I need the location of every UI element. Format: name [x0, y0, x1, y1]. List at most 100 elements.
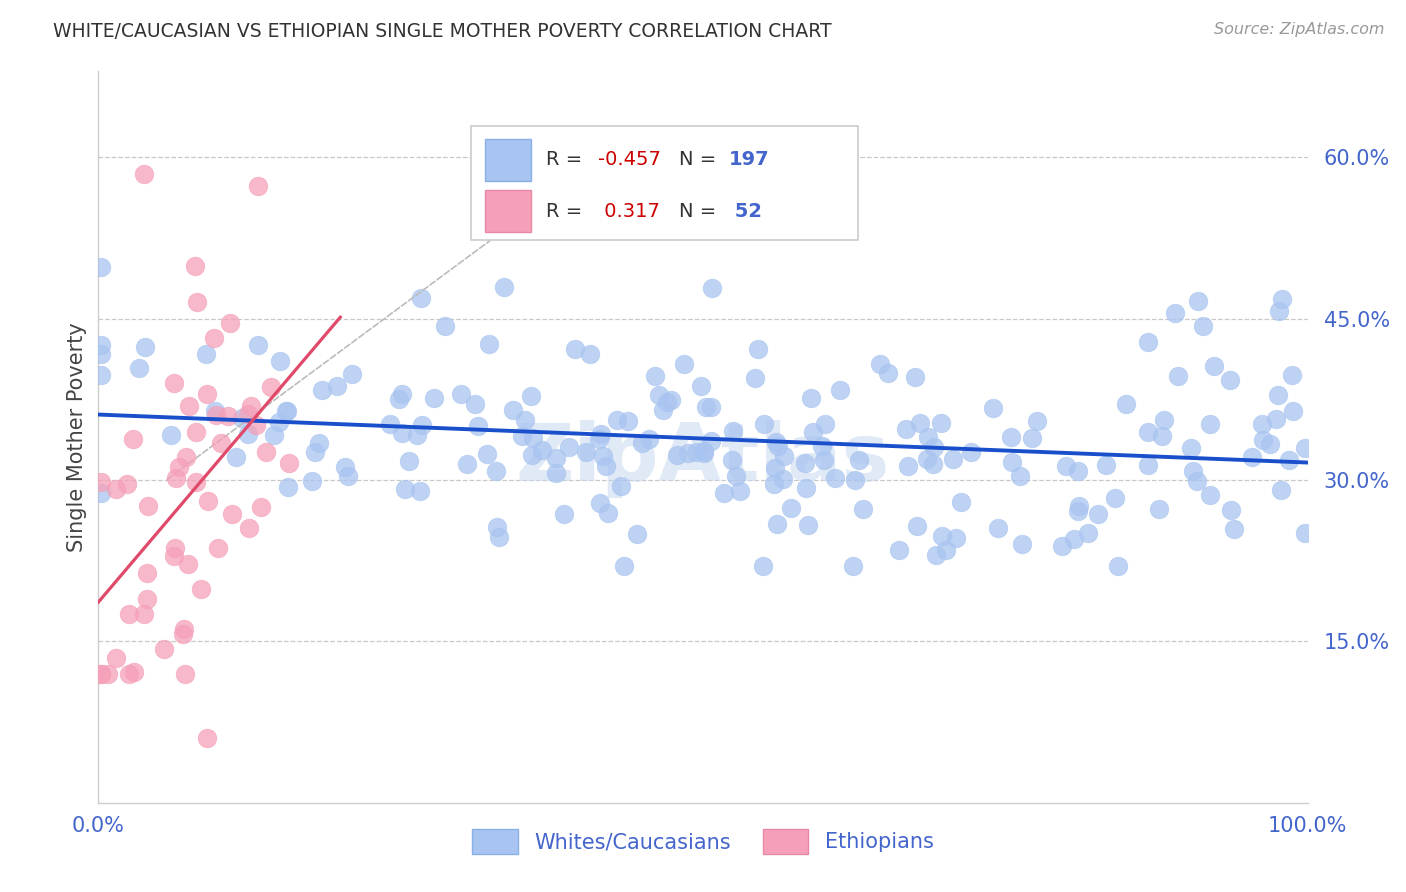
Point — [163, 376, 186, 390]
Point — [326, 379, 349, 393]
Point — [231, 411, 253, 425]
Point — [564, 343, 586, 357]
Point — [105, 482, 128, 496]
Point — [626, 527, 648, 541]
Text: 0.317: 0.317 — [598, 202, 659, 220]
Point — [136, 499, 159, 513]
Point — [1251, 417, 1274, 432]
Point — [780, 500, 803, 515]
Point — [247, 179, 270, 194]
Point — [186, 425, 208, 440]
Point — [204, 404, 226, 418]
Point — [592, 449, 614, 463]
Point — [456, 457, 478, 471]
Point — [894, 422, 917, 436]
Point — [987, 521, 1010, 535]
Point — [1069, 500, 1091, 514]
Point — [531, 442, 554, 457]
Text: R =: R = — [546, 151, 588, 169]
Text: Source: ZipAtlas.com: Source: ZipAtlas.com — [1215, 22, 1385, 37]
Point — [981, 401, 1004, 415]
Point — [763, 477, 786, 491]
Point — [1220, 503, 1243, 517]
Point — [1137, 425, 1160, 439]
Point — [134, 167, 156, 181]
Point — [423, 391, 446, 405]
Text: 197: 197 — [728, 151, 769, 169]
Point — [209, 436, 232, 450]
Point — [814, 417, 837, 431]
Point — [394, 483, 416, 497]
Point — [644, 369, 666, 384]
Point — [1181, 465, 1204, 479]
Point — [693, 444, 716, 458]
Point — [1136, 335, 1159, 350]
Point — [250, 500, 273, 514]
Point — [90, 338, 112, 352]
Point — [852, 501, 875, 516]
Point — [772, 449, 794, 463]
Point — [263, 427, 285, 442]
Point — [766, 439, 789, 453]
Text: 52: 52 — [728, 202, 762, 220]
Point — [828, 383, 851, 397]
Point — [409, 292, 432, 306]
Point — [877, 366, 900, 380]
Point — [610, 479, 633, 493]
Point — [274, 404, 297, 418]
Point — [391, 425, 413, 440]
Point — [97, 666, 120, 681]
Point — [128, 361, 150, 376]
Point — [197, 387, 219, 401]
Point — [598, 506, 620, 520]
Point — [276, 403, 298, 417]
Point — [1294, 525, 1316, 540]
Point — [186, 295, 208, 310]
Point — [1199, 417, 1222, 431]
Point — [90, 260, 112, 274]
Point — [254, 444, 277, 458]
Point — [221, 508, 243, 522]
Point — [269, 353, 291, 368]
Point — [308, 436, 330, 450]
Point — [1077, 525, 1099, 540]
Point — [217, 409, 239, 423]
Point — [589, 496, 612, 510]
Point — [922, 457, 945, 471]
Point — [897, 459, 920, 474]
Point — [945, 532, 967, 546]
Point — [1202, 359, 1225, 374]
Point — [546, 466, 568, 480]
Point — [246, 338, 269, 352]
Point — [333, 459, 356, 474]
Point — [433, 319, 456, 334]
Point — [752, 559, 775, 574]
Point — [1191, 319, 1213, 334]
Point — [121, 432, 143, 446]
Point — [842, 559, 865, 574]
FancyBboxPatch shape — [485, 190, 531, 232]
Point — [558, 440, 581, 454]
Point — [1253, 433, 1275, 447]
Point — [613, 559, 636, 574]
Point — [464, 397, 486, 411]
Point — [406, 427, 429, 442]
Point — [887, 542, 910, 557]
Point — [515, 413, 537, 427]
Point — [922, 440, 945, 454]
Point — [492, 280, 515, 294]
Point — [676, 446, 699, 460]
Point — [606, 413, 628, 427]
Text: N =: N = — [679, 202, 723, 220]
Point — [721, 453, 744, 467]
Point — [1270, 483, 1292, 497]
Point — [589, 426, 612, 441]
Point — [1001, 455, 1024, 469]
Point — [245, 417, 267, 432]
Point — [905, 519, 928, 533]
Point — [134, 340, 156, 354]
Point — [931, 416, 953, 430]
Point — [522, 448, 544, 462]
Point — [1011, 537, 1033, 551]
Point — [163, 549, 186, 563]
